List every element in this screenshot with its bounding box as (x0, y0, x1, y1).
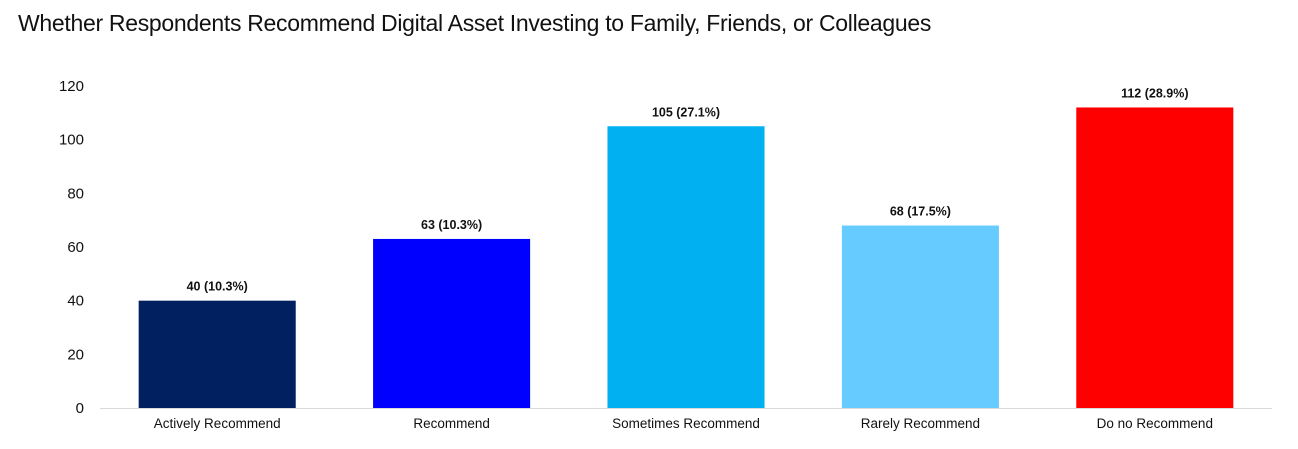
bar (373, 238, 531, 408)
y-axis: 0 20 40 60 80 100 120 (59, 78, 84, 417)
data-label: 63 (10.3%) (421, 218, 482, 232)
data-label: 68 (17.5%) (890, 205, 951, 219)
bar (607, 126, 765, 408)
y-tick-label: 40 (67, 293, 84, 310)
y-tick-label: 60 (67, 239, 84, 256)
y-tick-label: 120 (59, 78, 84, 95)
x-tick-label: Recommend (413, 416, 490, 431)
data-label: 112 (28.9%) (1121, 86, 1188, 100)
data-label: 105 (27.1%) (652, 105, 720, 119)
bar (1076, 107, 1234, 408)
chart-title: Whether Respondents Recommend Digital As… (18, 10, 932, 36)
bar (841, 225, 999, 408)
y-tick-label: 80 (67, 185, 84, 202)
bar (138, 300, 296, 408)
y-tick-label: 100 (59, 132, 84, 149)
x-tick-label: Rarely Recommend (861, 416, 980, 431)
x-tick-label: Do no Recommend (1097, 416, 1213, 431)
x-axis: Actively Recommend Recommend Sometimes Rec… (154, 416, 1213, 431)
x-tick-label: Sometimes Recommend (612, 416, 760, 431)
y-tick-label: 20 (67, 346, 84, 363)
bars-group (138, 107, 1234, 408)
data-labels-group: 40 (10.3%) 63 (10.3%) 105 (27.1%) 68 (17.5%… (187, 86, 1189, 293)
x-tick-label: Actively Recommend (154, 416, 281, 431)
data-label: 40 (10.3%) (187, 280, 248, 294)
y-tick-label: 0 (76, 400, 84, 417)
